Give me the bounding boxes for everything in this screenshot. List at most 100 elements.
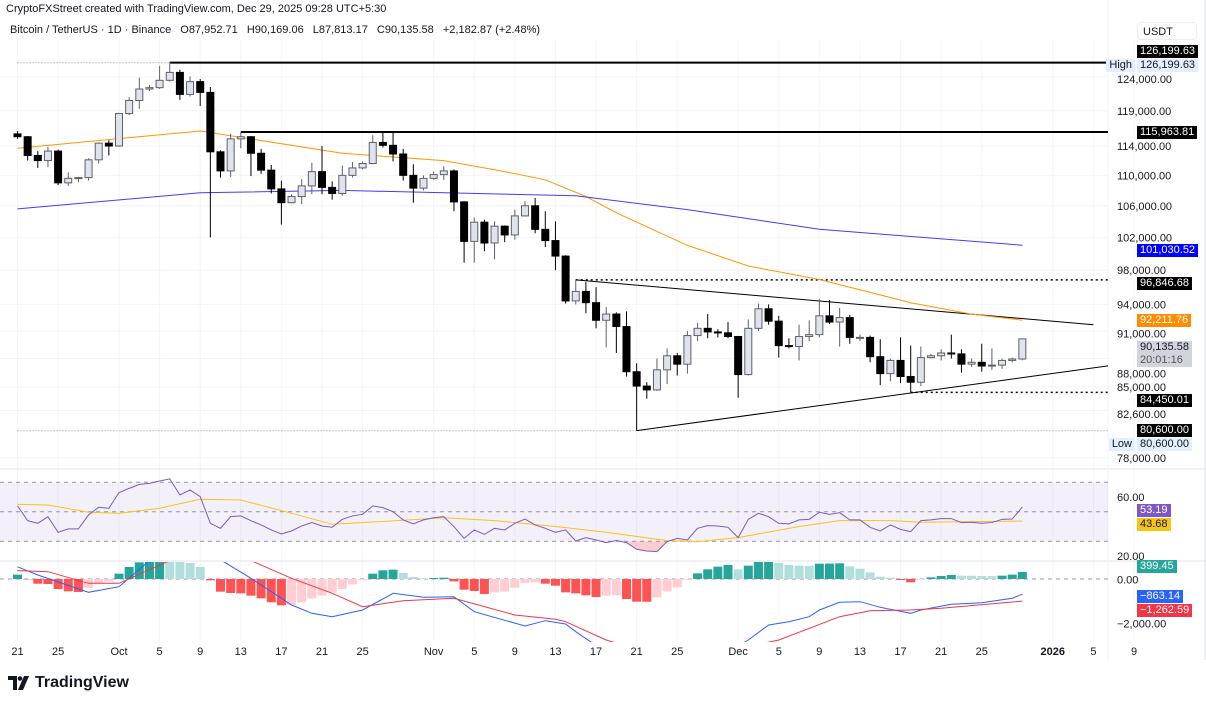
ohlc-open: O87,952.71 — [180, 24, 238, 36]
candle-up — [186, 81, 195, 95]
macd-histogram-bar — [114, 573, 124, 579]
candle-down — [784, 345, 793, 348]
rsi-line — [17, 478, 1023, 553]
high-tag: High — [1106, 59, 1135, 73]
macd-signal-line — [17, 562, 1023, 642]
macd-histogram-bar — [327, 579, 337, 593]
candle-up — [439, 170, 448, 176]
price-tick-label: 106,000.00 — [1117, 201, 1172, 213]
ma200-line — [17, 189, 1023, 246]
candle-down — [551, 240, 560, 257]
candle-up — [338, 174, 347, 194]
grid — [0, 40, 1135, 642]
macd-histogram-bar — [845, 566, 855, 579]
candle-down — [561, 255, 570, 302]
macd-histogram-bar — [581, 579, 591, 596]
candle-up — [115, 113, 123, 147]
macd-tick-label: 0.00 — [1117, 575, 1138, 587]
candle-down — [947, 352, 956, 355]
macd-histogram-bar — [956, 575, 966, 579]
symbol-legend: Bitcoin / TetherUS · 1D · Binance O87,95… — [6, 22, 551, 38]
ohlc-change: +2,182.87 (+2.48%) — [442, 24, 541, 36]
candle-down — [480, 221, 489, 244]
candle-down — [612, 313, 621, 328]
time-tick-label: 13 — [549, 646, 561, 658]
currency-selector[interactable]: USDT — [1137, 22, 1197, 40]
candle-up — [74, 177, 83, 180]
price-badge: 126,199.63 — [1137, 45, 1199, 59]
macd-value-badge: 399.45 — [1137, 559, 1177, 573]
macd-histogram-bar — [632, 579, 642, 602]
rsi-value-badge: 53.19 — [1137, 504, 1171, 518]
macd-histogram-bar — [804, 565, 814, 579]
macd-histogram-bar — [825, 563, 834, 579]
ohlc-high: H90,169.06 — [246, 24, 304, 36]
candle-up — [226, 138, 235, 172]
candle-down — [33, 154, 42, 162]
candle-up — [937, 352, 946, 357]
candle-up — [287, 196, 296, 204]
symbol-name[interactable]: Bitcoin / TetherUS · 1D · Binance — [10, 24, 172, 36]
macd-pane[interactable] — [0, 546, 1108, 677]
candle-down — [896, 359, 905, 377]
macd-histogram-bar — [104, 579, 114, 582]
candle-up — [43, 150, 52, 162]
macd-histogram-bar — [561, 579, 571, 593]
macd-histogram-bar — [530, 579, 540, 583]
candle-down — [54, 150, 63, 184]
candle-up — [297, 185, 306, 198]
price-tick-label: 114,000.00 — [1117, 141, 1171, 153]
candle-down — [866, 336, 875, 358]
macd-histogram-bar — [946, 574, 956, 579]
time-tick-label: Dec — [728, 646, 748, 658]
candle-down — [581, 290, 590, 304]
time-tick-label: 5 — [471, 646, 477, 658]
price-pane[interactable] — [13, 61, 1114, 432]
candle-down — [206, 91, 215, 153]
macd-histogram-bar — [875, 576, 885, 579]
macd-histogram-bar — [571, 579, 581, 594]
price-badge: 101,030.52 — [1137, 244, 1199, 258]
macd-line — [17, 562, 1023, 642]
macd-histogram-bar — [764, 562, 774, 579]
price-badge: 80,600.00 — [1137, 438, 1192, 452]
price-tick-label: 78,000.00 — [1117, 453, 1166, 465]
macd-histogram-bar — [733, 569, 743, 579]
bar-countdown: 20:01:16 — [1140, 353, 1183, 366]
macd-value-badge: −1,262.59 — [1137, 603, 1193, 617]
candle-up — [165, 71, 174, 81]
candle-up — [886, 359, 895, 375]
macd-histogram-bar — [682, 579, 692, 580]
macd-histogram-bar — [723, 565, 733, 579]
candle-down — [957, 353, 966, 365]
macd-histogram-bar — [967, 575, 977, 579]
axes: 124,000.00 119,000.00 114,000.00 110,000.00… — [11, 74, 1172, 658]
candle-down — [500, 225, 509, 236]
candle-up — [236, 136, 245, 140]
macd-histogram-bar — [906, 579, 916, 583]
macd-histogram-bar — [43, 579, 53, 585]
macd-histogram-bar — [195, 566, 205, 579]
candle-up — [64, 177, 73, 184]
tradingview-logo-text: TradingView — [35, 674, 129, 691]
time-tick-label: 17 — [590, 646, 602, 658]
tradingview-logo[interactable]: TradingView — [8, 674, 129, 692]
candle-up — [368, 141, 377, 165]
macd-histogram-bar — [236, 579, 246, 594]
last-price-badge: 90,135.58 20:01:16 — [1137, 340, 1192, 367]
candle-down — [318, 171, 326, 188]
macd-histogram-bar — [246, 579, 256, 596]
candle-down — [632, 371, 641, 387]
rsi-ma-line — [17, 498, 1023, 543]
macd-histogram-bar — [916, 579, 926, 580]
candle-up — [307, 171, 316, 187]
macd-histogram-bar — [429, 578, 439, 579]
candle-up — [663, 355, 672, 371]
rsi-pane[interactable] — [0, 478, 1108, 553]
price-tick-label: 94,000.00 — [1117, 299, 1166, 311]
price-tick-label: 85,000.00 — [1117, 382, 1166, 394]
time-tick-label: 21 — [316, 646, 328, 658]
candle-up — [855, 336, 864, 339]
candle-down — [104, 142, 113, 147]
